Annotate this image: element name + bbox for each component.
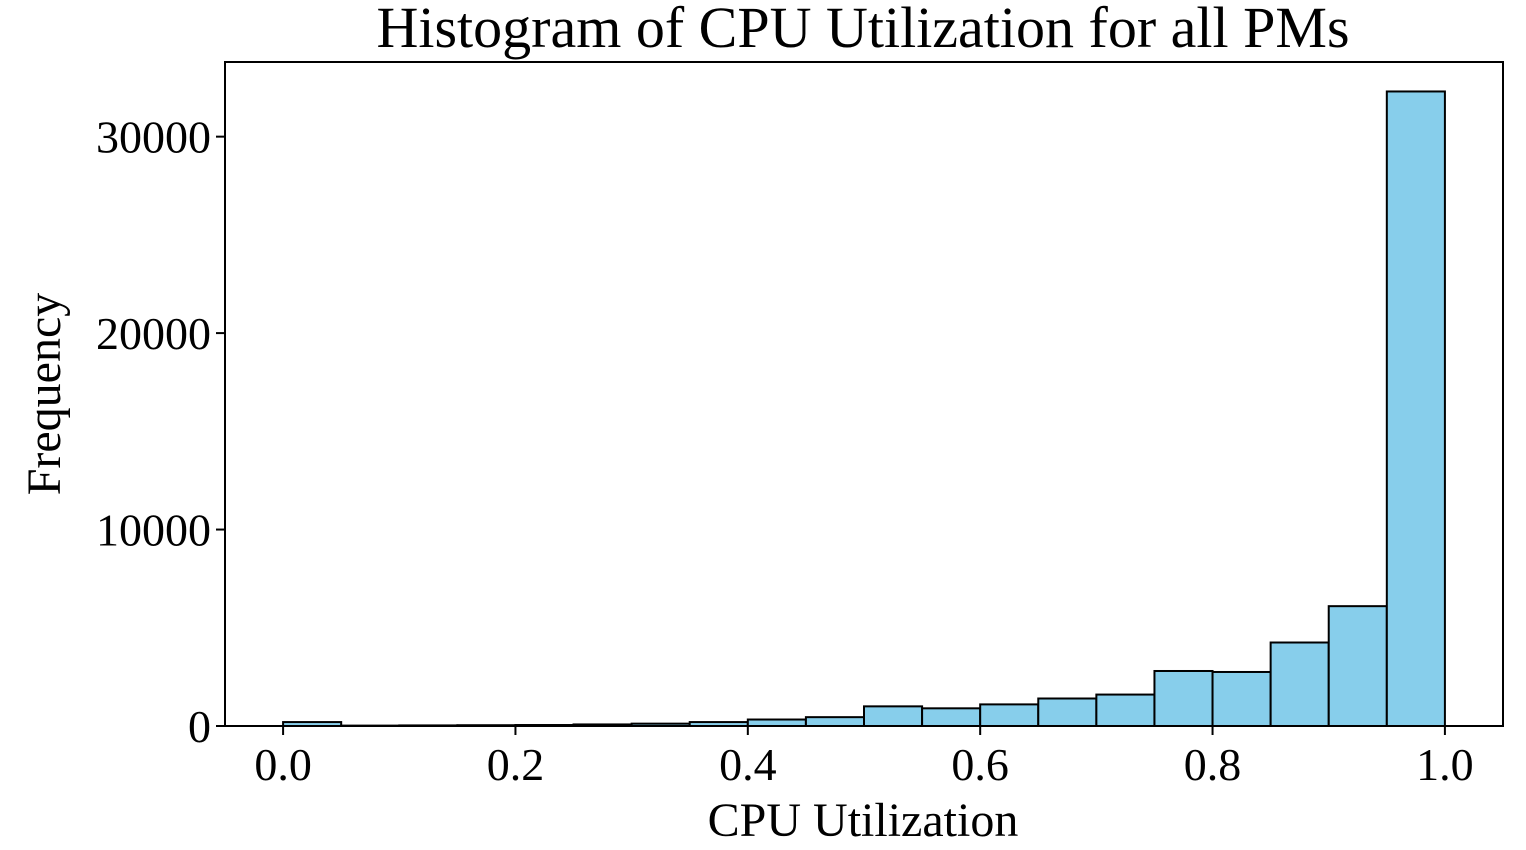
histogram-bar xyxy=(804,716,866,728)
x-tick-label: 0.2 xyxy=(487,739,545,790)
y-tick-label: 30000 xyxy=(96,112,211,163)
x-tick-label: 1.0 xyxy=(1416,739,1474,790)
x-tick-label: 0.8 xyxy=(1184,739,1242,790)
chart-title: Histogram of CPU Utilization for all PMs xyxy=(376,0,1349,60)
x-tick-label: 0.6 xyxy=(951,739,1009,790)
x-tick-label: 0.4 xyxy=(719,739,777,790)
histogram-bar xyxy=(1269,641,1330,727)
y-tick-label: 20000 xyxy=(96,308,211,359)
x-tick-label: 0.0 xyxy=(254,739,312,790)
histogram-bar xyxy=(921,707,982,727)
histogram-bar xyxy=(1327,605,1388,728)
y-tick-label: 0 xyxy=(188,701,211,752)
x-axis-ticks: 0.0 0.2 0.4 0.6 0.8 1.0 xyxy=(254,726,1474,790)
histogram-bar xyxy=(863,705,924,728)
histogram-bar xyxy=(1385,90,1446,727)
histogram-bar xyxy=(979,703,1040,727)
plot-frame xyxy=(224,61,1504,727)
histogram-bar xyxy=(1037,697,1098,728)
histogram-bar xyxy=(1211,670,1272,727)
y-axis-ticks: 0 10000 20000 30000 xyxy=(96,112,225,752)
bars-layer xyxy=(282,90,1446,728)
histogram-bar xyxy=(1153,669,1214,727)
histogram-bar xyxy=(1095,693,1156,728)
x-axis-label: CPU Utilization xyxy=(708,794,1019,847)
y-tick-label: 10000 xyxy=(96,505,211,556)
y-axis-label: Frequency xyxy=(18,293,71,496)
